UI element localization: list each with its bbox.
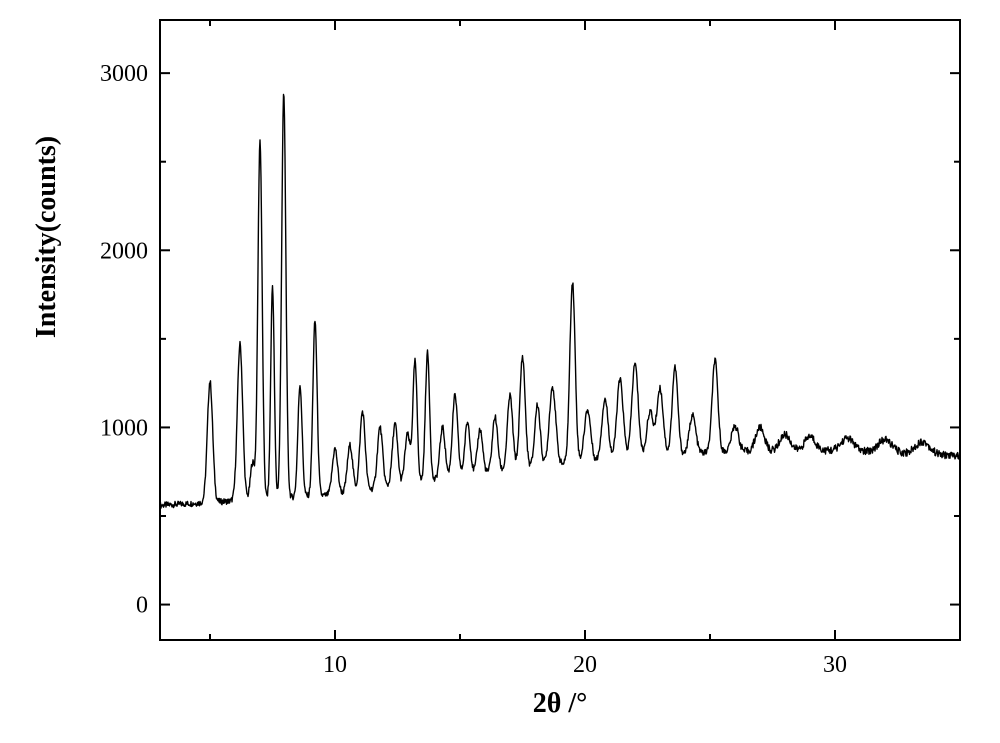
svg-text:10: 10 bbox=[323, 652, 347, 678]
xrd-chart: 10 20 30 0 1000 2000 3000 2θ /° Intensity(counts… bbox=[0, 0, 1000, 743]
svg-text:2θ /°: 2θ /° bbox=[533, 688, 588, 719]
svg-text:1000: 1000 bbox=[100, 415, 148, 441]
svg-text:30: 30 bbox=[823, 652, 847, 678]
chart-svg: 10 20 30 0 1000 2000 3000 2θ /° Intensity(counts… bbox=[0, 0, 1000, 743]
svg-text:2000: 2000 bbox=[100, 238, 148, 264]
svg-text:Intensity(counts): Intensity(counts) bbox=[31, 136, 62, 338]
svg-text:3000: 3000 bbox=[100, 61, 148, 87]
svg-text:20: 20 bbox=[573, 652, 597, 678]
svg-text:0: 0 bbox=[136, 593, 148, 619]
